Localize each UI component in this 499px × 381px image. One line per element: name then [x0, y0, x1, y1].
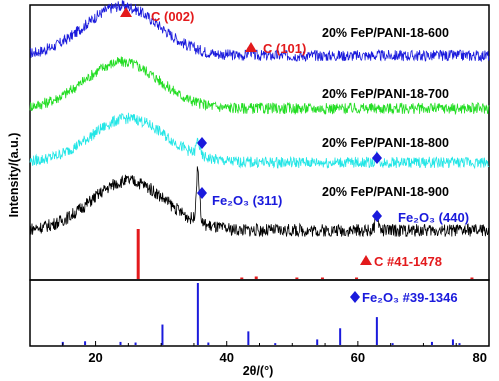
y-axis-label: Intensity/(a.u.): [7, 133, 21, 218]
tick-layer: 20 40 60 80: [29, 341, 490, 365]
diamond-marker-800-311: [197, 137, 207, 149]
series-line-3: [29, 112, 490, 170]
series-label-700: 20% FeP/PANI-18-700: [322, 87, 449, 101]
series-label-600: 20% FeP/PANI-18-600: [322, 26, 449, 40]
series-label-900: 20% FeP/PANI-18-900: [322, 185, 449, 199]
series-layer: [29, 0, 490, 238]
annotation-c101: C (101): [263, 41, 306, 56]
x-axis-label: 2θ/(°): [243, 364, 274, 378]
triangle-marker-c002: [120, 7, 132, 17]
series-line-2: [29, 56, 490, 116]
triangle-marker-c101: [245, 42, 257, 52]
series-line-1: [29, 0, 490, 63]
x-tick-label-20: 20: [88, 350, 102, 365]
annotation-fe2o3-311: Fe₂O₃ (311): [212, 193, 282, 208]
reference-label-fe2o3: Fe₂O₃ #39-1346: [362, 290, 458, 305]
annotation-fe2o3-440: Fe₂O₃ (440): [398, 210, 469, 225]
x-tick-label-40: 40: [219, 350, 233, 365]
diamond-marker-900-311: [197, 187, 207, 199]
reference-layer: [61, 229, 474, 345]
series-line-4: [29, 166, 490, 238]
reference-label-c: C #41-1478: [374, 254, 442, 269]
annotation-c002: C (002): [151, 9, 194, 24]
x-tick-label-80: 80: [473, 350, 487, 365]
diamond-marker-800-440: [372, 152, 382, 164]
series-label-800: 20% FeP/PANI-18-800: [322, 136, 449, 150]
diamond-marker-ref-fe2o3: [350, 291, 360, 303]
x-tick-label-60: 60: [351, 350, 365, 365]
triangle-marker-ref-c: [360, 255, 372, 265]
diamond-marker-900-440: [372, 210, 382, 222]
